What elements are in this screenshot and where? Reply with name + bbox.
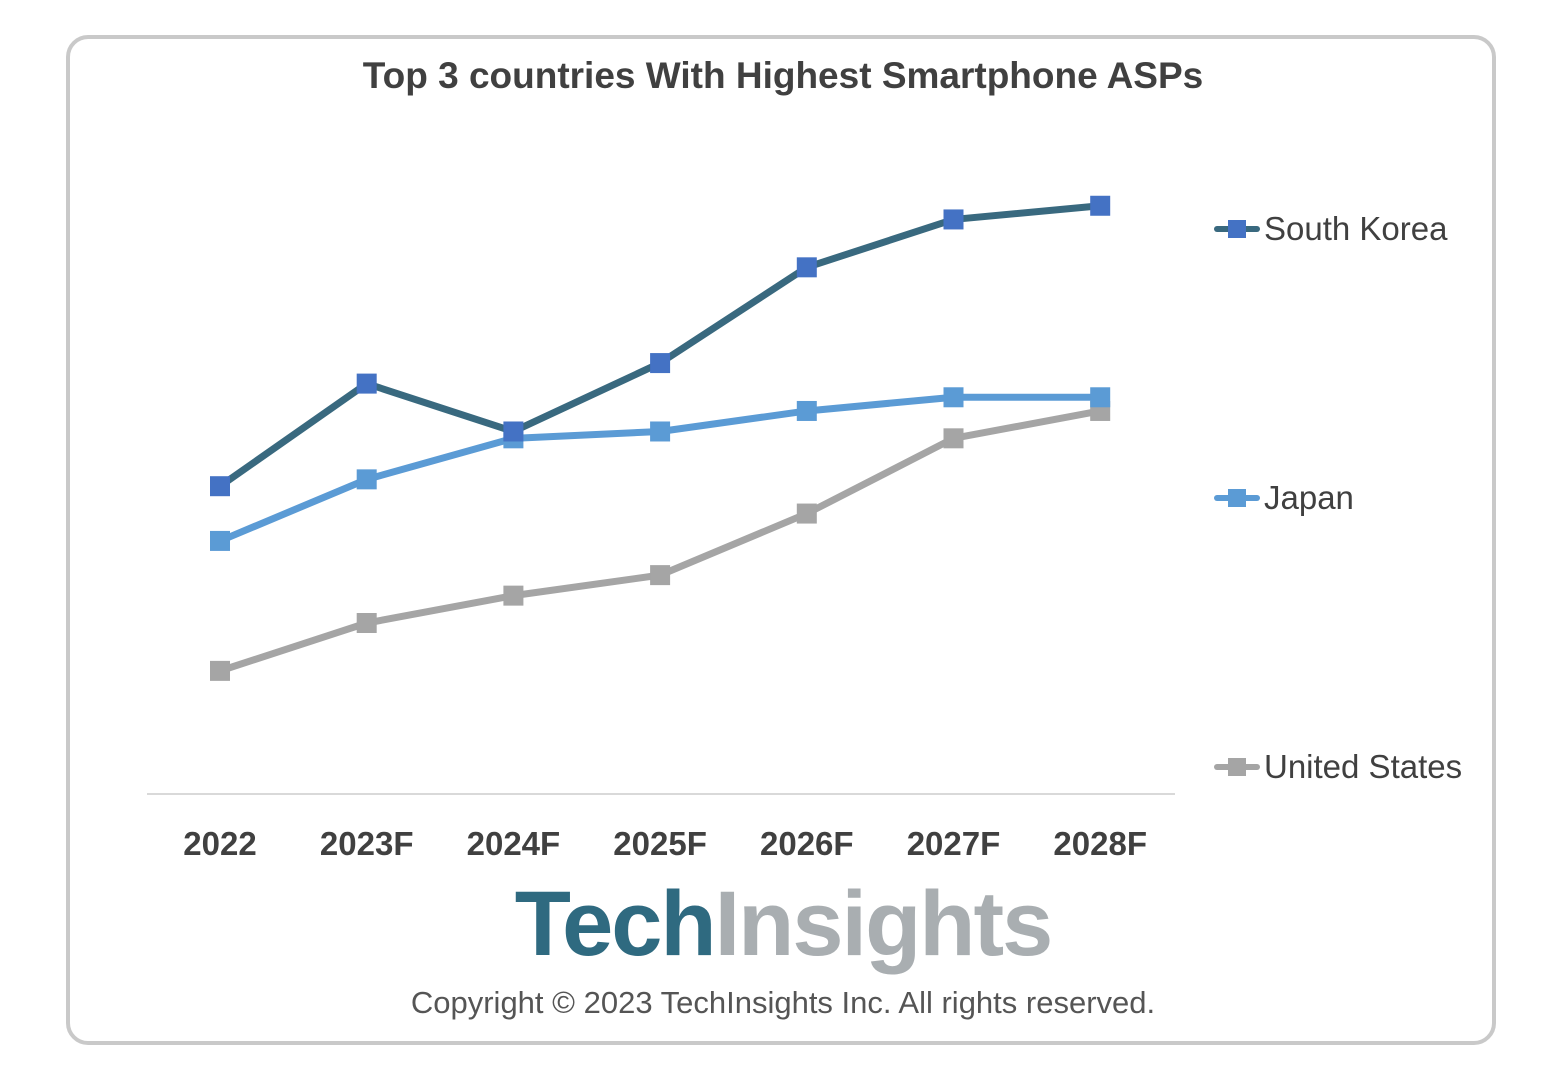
data-point-japan-2025f bbox=[650, 421, 671, 442]
data-point-south-korea-2024f bbox=[503, 421, 524, 442]
series-united-states bbox=[210, 400, 1111, 681]
x-tick-labels: 2022 2023F 2024F 2025F 2026F 2027F 2028F bbox=[183, 825, 1147, 862]
series-line-south-korea bbox=[216, 202, 1104, 490]
legend-label-united-states: United States bbox=[1264, 748, 1463, 785]
data-point-south-korea-2028f bbox=[1090, 195, 1111, 216]
legend-marker-south-korea bbox=[1228, 220, 1246, 238]
series-line-united-states bbox=[216, 407, 1104, 675]
data-point-united-states-2027f bbox=[943, 428, 964, 449]
data-point-japan-2028f bbox=[1090, 387, 1111, 408]
techinsights-logo: TechInsights bbox=[0, 872, 1566, 977]
data-point-south-korea-2026f bbox=[796, 257, 817, 278]
data-point-south-korea-2027f bbox=[943, 209, 964, 230]
data-point-japan-2023f bbox=[356, 469, 377, 490]
series-south-korea bbox=[210, 195, 1111, 497]
x-tick-label-2028f: 2028F bbox=[1053, 825, 1147, 862]
legend-label-south-korea: South Korea bbox=[1264, 210, 1448, 247]
data-point-united-states-2022 bbox=[210, 660, 230, 681]
legend-marker-united-states bbox=[1228, 758, 1246, 776]
copyright-notice: Copyright © 2023 TechInsights Inc. All r… bbox=[410, 985, 1156, 1020]
data-point-japan-2027f bbox=[943, 387, 964, 408]
data-point-united-states-2026f bbox=[796, 503, 817, 524]
legend-label-japan: Japan bbox=[1264, 479, 1354, 516]
chart-frame bbox=[66, 35, 1496, 1045]
legend-item-japan: Japan bbox=[1212, 478, 1354, 518]
data-point-south-korea-2022 bbox=[210, 476, 230, 497]
legend-swatch-japan bbox=[1212, 478, 1262, 518]
chart-title: Top 3 countries With Highest Smartphone … bbox=[362, 55, 1204, 96]
x-tick-label-2025f: 2025F bbox=[613, 825, 707, 862]
legend-item-south-korea: South Korea bbox=[1212, 209, 1447, 249]
x-tick-label-2024f: 2024F bbox=[467, 825, 561, 862]
series-layer bbox=[210, 195, 1111, 681]
x-tick-label-2022: 2022 bbox=[183, 825, 256, 862]
data-point-united-states-2024f bbox=[503, 585, 524, 606]
data-point-japan-2026f bbox=[796, 400, 817, 421]
legend-marker-japan bbox=[1228, 489, 1246, 507]
logo-tech-text: Tech bbox=[514, 873, 717, 975]
legend-swatch-united-states bbox=[1212, 747, 1262, 787]
data-point-japan-2022 bbox=[210, 530, 230, 551]
data-point-south-korea-2025f bbox=[650, 353, 671, 374]
x-tick-label-2023f: 2023F bbox=[320, 825, 414, 862]
data-point-united-states-2025f bbox=[650, 565, 671, 586]
legend-swatch-south-korea bbox=[1212, 209, 1262, 249]
x-tick-label-2027f: 2027F bbox=[907, 825, 1001, 862]
data-point-south-korea-2023f bbox=[356, 373, 377, 394]
x-tick-label-2026f: 2026F bbox=[760, 825, 854, 862]
legend-item-united-states: United States bbox=[1212, 747, 1462, 787]
series-japan bbox=[210, 387, 1111, 551]
series-line-japan bbox=[216, 393, 1104, 545]
logo-insights-text: Insights bbox=[714, 873, 1054, 975]
data-point-united-states-2023f bbox=[356, 613, 377, 633]
